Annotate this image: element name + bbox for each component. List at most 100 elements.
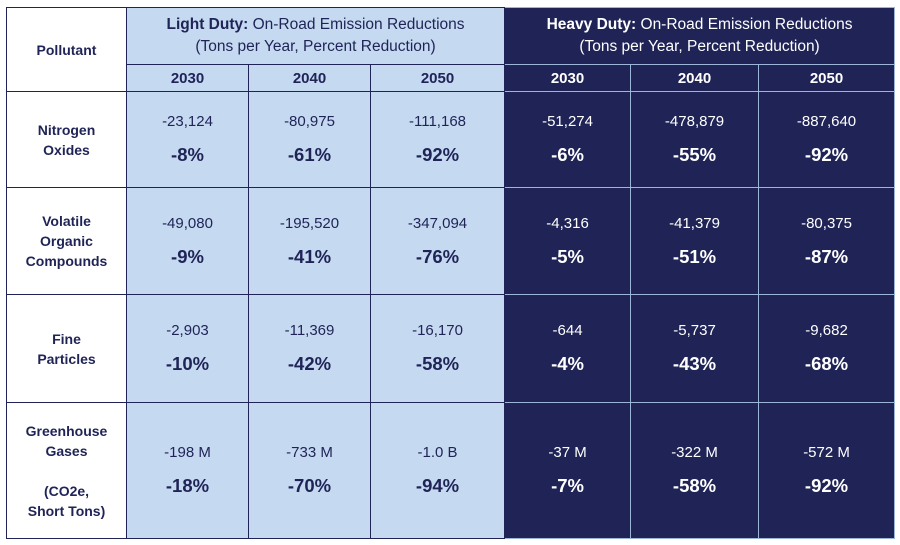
tons-value: -347,094	[407, 214, 468, 232]
pollutant-line: Volatile	[42, 213, 91, 229]
heavy-year-2050: 2050	[758, 64, 896, 92]
percent-value: -10%	[165, 353, 210, 374]
pollutant-line: Nitrogen	[37, 121, 96, 138]
heavy-cell-2040: -5,737 -43%	[630, 294, 760, 403]
light-cell-2040: -80,975 -61%	[248, 91, 371, 188]
percent-value: -94%	[415, 475, 460, 496]
pollutant-line: Greenhouse	[25, 422, 108, 439]
percent-value: -6%	[551, 144, 584, 165]
pollutant-line: Oxides	[43, 141, 90, 158]
heavy-duty-header: Heavy Duty: On-Road Emission Reductions …	[504, 7, 896, 65]
heavy-cell-2030: -4,316 -5%	[504, 187, 632, 295]
emissions-table: Pollutant Light Duty: On-Road Emission R…	[6, 7, 896, 539]
tons-value: -49,080	[162, 214, 213, 232]
heavy-year-2030: 2030	[504, 64, 632, 92]
tons-value: -2,903	[166, 322, 209, 339]
tons-value: -733 M	[286, 444, 333, 461]
light-duty-subtitle: (Tons per Year, Percent Reduction)	[195, 38, 436, 55]
tons-value: -887,640	[796, 113, 857, 130]
light-cell-2030: -49,080 -9%	[126, 187, 249, 295]
percent-value: -70%	[287, 475, 332, 496]
pollutant-line: Particles	[37, 350, 96, 367]
light-cell-2040: -733 M -70%	[248, 402, 371, 539]
tons-value: -198 M	[164, 444, 211, 461]
light-cell-2050: -347,094 -76%	[369, 187, 506, 295]
light-year-2050: 2050	[369, 64, 506, 92]
heavy-duty-title: Heavy Duty: On-Road Emission Reductions	[505, 14, 894, 36]
tons-value: -9,682	[805, 322, 848, 339]
percent-value: -51%	[672, 245, 717, 267]
light-cell-2040: -11,369 -42%	[248, 294, 371, 403]
tons-value: -80,375	[801, 214, 852, 232]
tons-value: -23,124	[162, 113, 213, 130]
tons-value: -80,975	[284, 113, 335, 130]
pollutant-name: Greenhouse Gases (CO2e, Short Tons)	[6, 402, 127, 539]
pollutant-line: Organic	[40, 233, 93, 249]
heavy-cell-2040: -41,379 -51%	[630, 187, 760, 295]
percent-value: -8%	[171, 144, 204, 165]
light-cell-2030: -2,903 -10%	[126, 294, 249, 403]
light-cell-2050: -1.0 B -94%	[369, 402, 506, 539]
percent-value: -55%	[672, 144, 717, 165]
heavy-cell-2050: -9,682 -68%	[758, 294, 896, 403]
tons-value: -51,274	[542, 113, 593, 130]
light-cell-2050: -16,170 -58%	[369, 294, 506, 403]
heavy-cell-2040: -322 M -58%	[630, 402, 760, 539]
pollutant-line: (CO2e,	[43, 482, 90, 499]
pollutant-name: Volatile Organic Compounds	[6, 187, 127, 295]
percent-value: -76%	[415, 245, 460, 267]
tons-value: -572 M	[803, 444, 850, 461]
percent-value: -61%	[287, 144, 332, 165]
tons-value: -195,520	[279, 214, 340, 232]
pollutant-name: Fine Particles	[6, 294, 127, 403]
heavy-cell-2030: -644 -4%	[504, 294, 632, 403]
percent-value: -42%	[287, 353, 332, 374]
heavy-duty-title-bold: Heavy Duty:	[546, 16, 637, 33]
light-duty-title: Light Duty: On-Road Emission Reductions	[127, 14, 504, 36]
heavy-year-2040: 2040	[630, 64, 760, 92]
percent-value: -92%	[415, 144, 460, 165]
percent-value: -58%	[672, 475, 717, 496]
pollutant-spacer	[7, 461, 126, 481]
percent-value: -4%	[551, 353, 584, 374]
tons-value: -41,379	[669, 214, 720, 232]
table-row: Volatile Organic Compounds -49,080 -9% -1…	[6, 187, 896, 295]
heavy-cell-2050: -887,640 -92%	[758, 91, 896, 188]
tons-value: -5,737	[673, 322, 716, 339]
heavy-cell-2030: -51,274 -6%	[504, 91, 632, 188]
pollutant-line: Compounds	[25, 253, 108, 269]
percent-value: -43%	[672, 353, 717, 374]
percent-value: -92%	[804, 144, 849, 165]
pollutant-header: Pollutant	[6, 7, 127, 92]
tons-value: -322 M	[671, 444, 718, 461]
tons-value: -37 M	[548, 444, 587, 461]
light-cell-2030: -23,124 -8%	[126, 91, 249, 188]
tons-value: -644	[552, 322, 583, 339]
heavy-cell-2050: -80,375 -87%	[758, 187, 896, 295]
light-year-2040: 2040	[248, 64, 371, 92]
pollutant-name: Nitrogen Oxides	[6, 91, 127, 188]
percent-value: -92%	[804, 475, 849, 496]
tons-value: -478,879	[664, 113, 725, 130]
percent-value: -7%	[551, 475, 584, 496]
tons-value: -111,168	[409, 113, 467, 130]
year-header-row: 2030 2040 2050 2030 2040 2050	[7, 64, 896, 92]
pollutant-line: Short Tons)	[27, 502, 106, 519]
percent-value: -9%	[171, 245, 204, 267]
table-row: Nitrogen Oxides -23,124 -8% -80,975 -61% -…	[6, 91, 896, 188]
tons-value: -1.0 B	[417, 444, 458, 461]
percent-value: -41%	[287, 245, 332, 267]
table-row: Greenhouse Gases (CO2e, Short Tons) -198…	[6, 402, 896, 539]
light-year-2030: 2030	[126, 64, 249, 92]
heavy-cell-2050: -572 M -92%	[758, 402, 896, 539]
percent-value: -58%	[415, 353, 460, 374]
light-cell-2050: -111,168 -92%	[369, 91, 506, 188]
light-cell-2040: -195,520 -41%	[248, 187, 371, 295]
table-row: Fine Particles -2,903 -10% -11,369 -42% -1…	[6, 294, 896, 403]
tons-value: -4,316	[546, 214, 589, 232]
group-header-row: Pollutant Light Duty: On-Road Emission R…	[6, 7, 896, 92]
percent-value: -68%	[804, 353, 849, 374]
light-duty-title-rest: On-Road Emission Reductions	[248, 16, 465, 33]
percent-value: -5%	[551, 245, 584, 267]
pollutant-line: Gases	[45, 442, 88, 459]
